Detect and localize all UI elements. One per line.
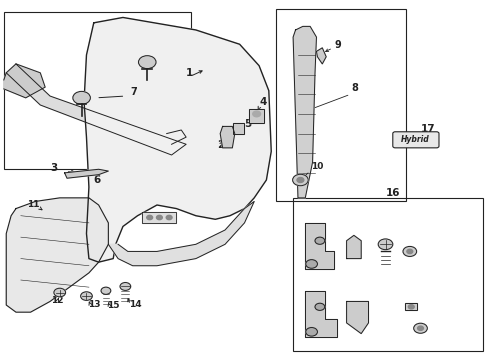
Circle shape	[377, 239, 392, 249]
Polygon shape	[6, 198, 108, 312]
Text: 11: 11	[27, 200, 39, 209]
Polygon shape	[84, 18, 271, 262]
Circle shape	[73, 91, 90, 104]
Circle shape	[166, 215, 172, 220]
Bar	[249, 109, 264, 123]
Circle shape	[146, 215, 152, 220]
Text: 16: 16	[385, 188, 399, 198]
Text: 8: 8	[351, 83, 358, 93]
Text: 10: 10	[310, 162, 323, 171]
Circle shape	[138, 56, 156, 68]
Bar	[276, 9, 406, 202]
Circle shape	[407, 305, 413, 309]
Bar	[232, 123, 244, 134]
Circle shape	[81, 292, 92, 300]
Circle shape	[156, 215, 162, 220]
Circle shape	[252, 111, 260, 117]
Polygon shape	[220, 126, 234, 148]
Polygon shape	[305, 223, 334, 269]
Text: Hybrid: Hybrid	[401, 135, 429, 144]
Text: 6: 6	[94, 175, 101, 185]
Bar	[249, 109, 264, 123]
Polygon shape	[166, 130, 186, 144]
Text: 9: 9	[334, 40, 341, 50]
Circle shape	[413, 323, 427, 333]
Text: 3: 3	[50, 163, 57, 173]
Polygon shape	[64, 169, 108, 178]
Circle shape	[314, 303, 324, 310]
Polygon shape	[346, 301, 368, 334]
Text: 13: 13	[88, 300, 100, 309]
Bar	[404, 303, 416, 310]
Bar	[292, 198, 482, 351]
Text: 1: 1	[186, 68, 193, 78]
Circle shape	[406, 249, 412, 253]
Polygon shape	[305, 291, 336, 337]
Text: 7: 7	[130, 87, 137, 98]
Polygon shape	[316, 48, 325, 64]
Circle shape	[101, 287, 111, 294]
Bar	[4, 12, 191, 169]
Text: 15: 15	[107, 301, 120, 310]
Text: 4: 4	[259, 97, 266, 107]
Circle shape	[292, 174, 307, 186]
Text: 17: 17	[420, 124, 434, 134]
Bar	[232, 123, 244, 134]
Text: 5: 5	[244, 119, 251, 129]
Circle shape	[296, 177, 303, 183]
Circle shape	[402, 247, 416, 256]
Polygon shape	[292, 26, 316, 198]
Circle shape	[314, 237, 324, 244]
Polygon shape	[142, 212, 176, 223]
Circle shape	[305, 328, 317, 336]
FancyBboxPatch shape	[392, 132, 438, 148]
Text: 14: 14	[128, 300, 141, 309]
Polygon shape	[4, 64, 45, 98]
Polygon shape	[346, 235, 361, 258]
Text: 2: 2	[216, 140, 224, 150]
Circle shape	[120, 283, 130, 291]
Text: 12: 12	[51, 296, 63, 305]
Polygon shape	[6, 64, 186, 155]
Circle shape	[54, 288, 65, 297]
Bar	[404, 303, 416, 310]
Circle shape	[305, 260, 317, 268]
Circle shape	[417, 326, 423, 330]
Polygon shape	[108, 202, 254, 266]
